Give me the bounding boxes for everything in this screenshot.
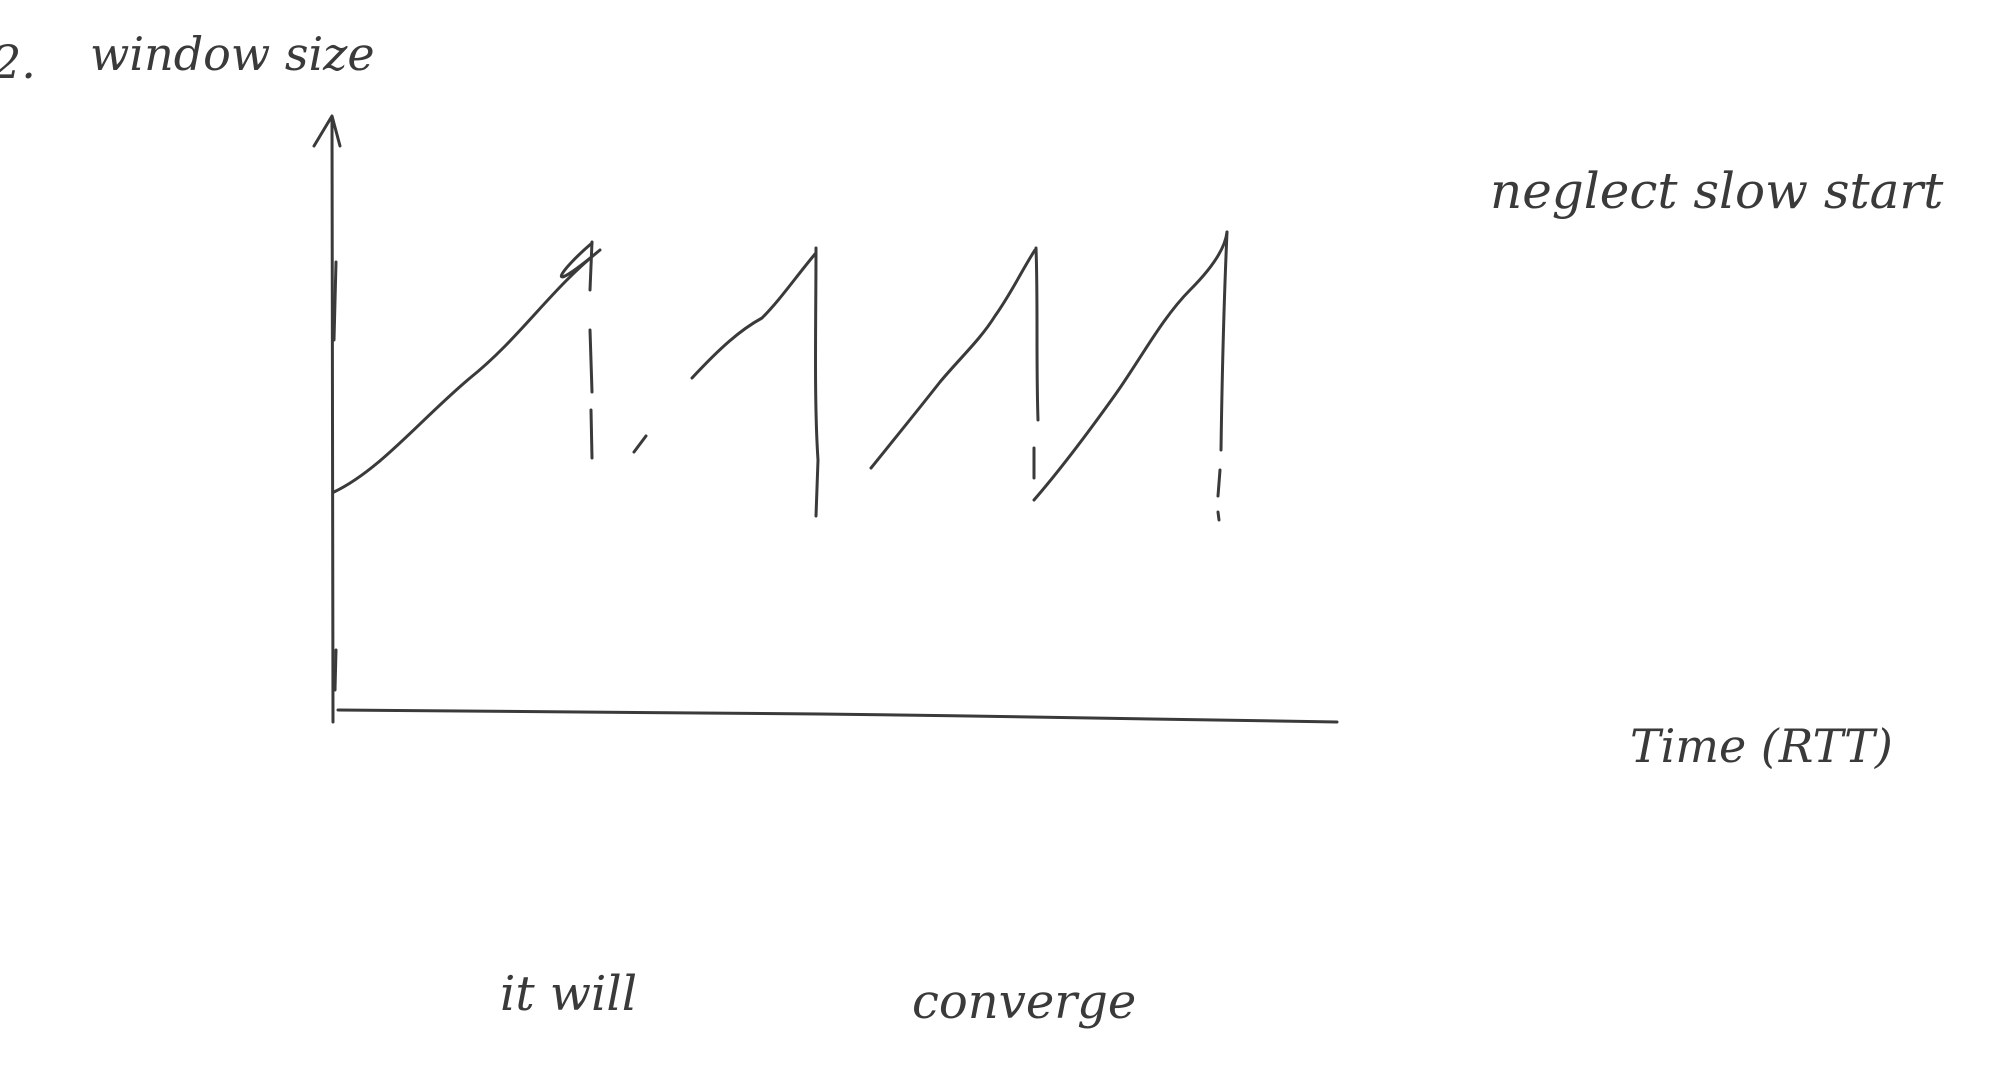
conclusion-part-1: it will: [500, 966, 637, 1022]
tooth-1-drop: [588, 240, 594, 460]
tooth-2-drop: [814, 246, 820, 518]
conclusion-part-2: converge: [912, 974, 1136, 1030]
x-axis-label: Time (RTT): [1630, 719, 1893, 773]
tooth-1-rise: [332, 241, 602, 494]
x-axis: [336, 708, 1339, 724]
tooth-2-rise: [632, 252, 817, 454]
side-note: neglect slow start: [1490, 162, 1944, 220]
tooth-4-drop: [1216, 230, 1229, 522]
tooth-3-rise: [869, 248, 1037, 470]
window-size-curve: [332, 230, 1229, 522]
tooth-3-drop: [1032, 246, 1040, 480]
y-axis-label: window size: [90, 27, 375, 81]
y-axis-arrow-icon: [312, 114, 342, 148]
y-axis-tick: [332, 260, 338, 692]
tooth-4-rise: [1032, 230, 1229, 502]
axes: [312, 114, 1339, 724]
y-axis: [330, 116, 335, 724]
item-marker: 2.: [0, 35, 36, 89]
